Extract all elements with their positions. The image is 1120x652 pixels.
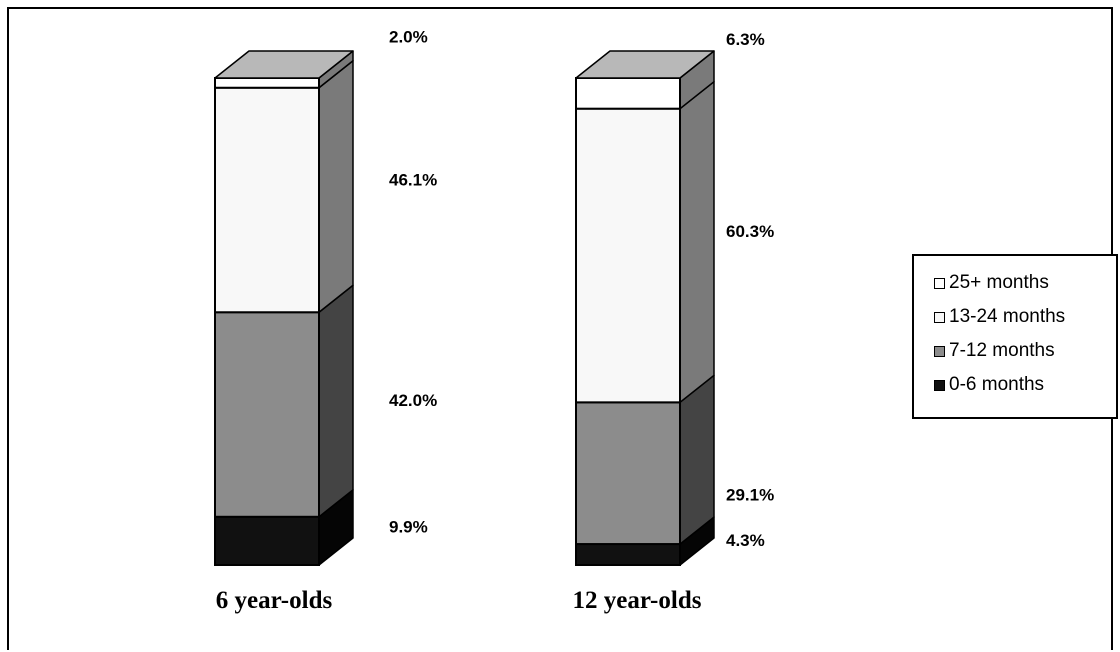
bar-side-13-24-months-0 <box>318 59 354 313</box>
legend-label: 7-12 months <box>949 340 1055 361</box>
bar-segment-7-12-months-1 <box>575 401 681 546</box>
legend-label: 25+ months <box>949 272 1049 293</box>
bar-segment-13-24-months-0 <box>214 86 320 314</box>
data-label: 2.0% <box>389 27 428 46</box>
legend-item: 7-12 months <box>914 334 1116 368</box>
legend-item: 25+ months <box>914 266 1116 300</box>
data-label: 29.1% <box>726 486 774 505</box>
bar-segment-13-24-months-1 <box>575 107 681 404</box>
data-label: 46.1% <box>389 170 437 189</box>
bar-segment-7-12-months-0 <box>214 311 320 518</box>
data-label: 42.0% <box>389 391 437 410</box>
legend-swatch <box>934 311 945 323</box>
legend-item: 0-6 months <box>914 368 1116 402</box>
legend-swatch <box>934 379 945 391</box>
bar-side-7-12-months-1 <box>679 374 715 545</box>
bar-top-1 <box>575 50 715 79</box>
legend-swatch <box>934 277 945 289</box>
stacked-bar-chart: 9.9% 42.0% 46.1% 2.0% 6 year-olds 4.3% 29.1% 60… <box>214 27 774 614</box>
bar-top-0 <box>214 50 354 79</box>
chart-frame: 9.9% 42.0% 46.1% 2.0% 6 year-olds 4.3% 29.1% 60… <box>7 7 1118 650</box>
legend-swatch <box>934 345 945 357</box>
legend-label: 13-24 months <box>949 306 1066 327</box>
bar-segment-25-months-1 <box>575 77 681 110</box>
bar-segment-25-months-0 <box>214 77 320 89</box>
chart-legend: 25+ months 13-24 months 7-12 months 0-6 mon… <box>912 254 1118 419</box>
legend-label: 0-6 months <box>949 374 1045 395</box>
legend-item: 13-24 months <box>914 300 1116 334</box>
bar-segment-0-6-months-0 <box>214 515 320 566</box>
category-label: 6 year-olds <box>216 587 333 614</box>
data-label: 6.3% <box>726 30 765 49</box>
bar-side-13-24-months-1 <box>679 80 715 404</box>
bar-side-7-12-months-0 <box>318 284 354 518</box>
category-label: 12 year-olds <box>573 587 702 614</box>
data-label: 9.9% <box>389 517 428 536</box>
data-label: 60.3% <box>726 222 774 241</box>
data-label: 4.3% <box>726 531 765 550</box>
bar-segment-0-6-months-1 <box>575 543 681 567</box>
